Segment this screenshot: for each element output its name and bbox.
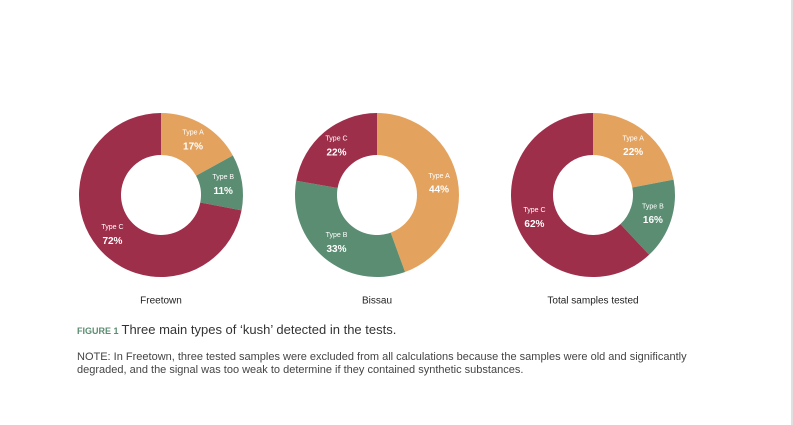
caption-text: Three main types of ‘kush’ detected in t…: [121, 322, 397, 337]
donut-slice: [294, 180, 406, 277]
figure-label: FIGURE 1: [77, 326, 119, 336]
slice-value-label: 44%: [429, 185, 449, 196]
donut-slice: [510, 113, 650, 277]
slice-category: Type B: [642, 203, 664, 210]
figure-caption: FIGURE 1 Three main types of ‘kush’ detec…: [77, 322, 396, 337]
slice-value-label: 17%: [183, 141, 203, 152]
donut-slice: [296, 113, 377, 189]
slice-category: Type A: [182, 130, 204, 137]
slice-category: Type C: [325, 136, 347, 143]
slice-value-label: 16%: [643, 215, 663, 226]
slice-category: Type C: [523, 207, 545, 214]
chart-title: Total samples tested: [547, 296, 638, 307]
chart-title: Freetown: [140, 296, 182, 307]
slice-category: Type A: [428, 173, 450, 180]
slice-value-label: 22%: [623, 147, 643, 158]
slice-value-label: 22%: [326, 147, 346, 158]
slice-value-label: 72%: [102, 236, 122, 247]
donut-slice: [196, 155, 243, 211]
slice-category: Type B: [212, 174, 234, 181]
donut-slice: [161, 113, 233, 176]
slice-value-label: 33%: [326, 244, 346, 255]
chart-title: Bissau: [362, 296, 392, 307]
donut-slice: [377, 113, 459, 273]
donut-slice: [620, 179, 675, 255]
slice-category: Type A: [622, 135, 644, 142]
slice-value-label: 62%: [524, 219, 544, 230]
slice-category: Type C: [101, 224, 123, 231]
donut-slice: [593, 113, 674, 188]
note: NOTE: In Freetown, three tested samples …: [77, 351, 687, 376]
slice-value-label: 11%: [213, 186, 233, 197]
slice-category: Type B: [326, 232, 348, 239]
donut-slice: [79, 113, 242, 277]
